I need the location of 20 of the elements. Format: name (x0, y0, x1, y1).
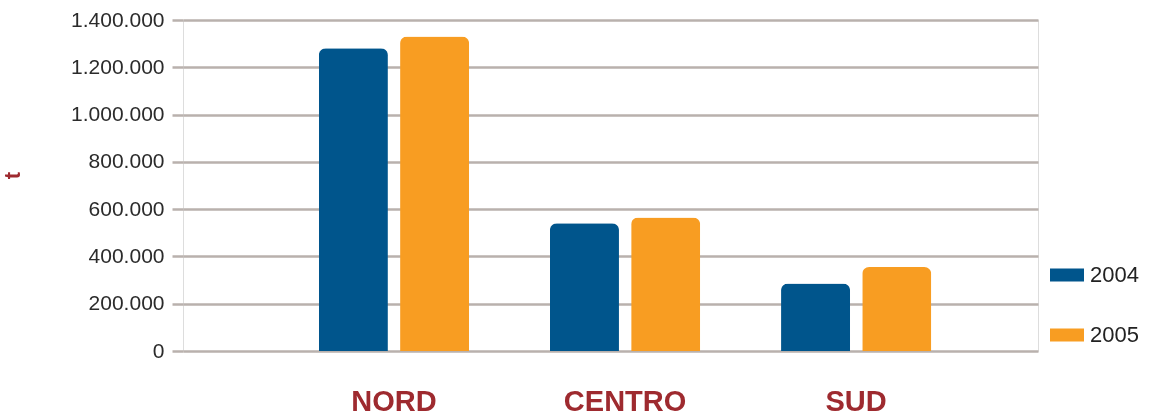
bar (549, 223, 619, 351)
y-tick-label: 1.200.000 (71, 54, 165, 78)
y-tick-label: 1.400.000 (71, 7, 165, 31)
y-tick-label: 600.000 (88, 196, 165, 220)
y-axis-title: t (0, 171, 25, 180)
y-tick-label: 200.000 (88, 291, 165, 315)
y-tick-label: 0 (152, 338, 165, 362)
bar (631, 217, 701, 351)
x-tick-label: SUD (825, 384, 887, 417)
legend-label: 2004 (1090, 262, 1139, 287)
x-tick-label: NORD (351, 384, 437, 417)
bar (781, 283, 851, 351)
bar (862, 267, 932, 351)
bar (318, 48, 388, 351)
y-tick-label: 400.000 (88, 243, 165, 267)
y-tick-label: 800.000 (88, 149, 165, 173)
x-tick-label: CENTRO (563, 384, 687, 417)
legend-label: 2005 (1090, 322, 1139, 347)
y-tick-label: 1.000.000 (71, 102, 165, 126)
bar (400, 36, 470, 351)
